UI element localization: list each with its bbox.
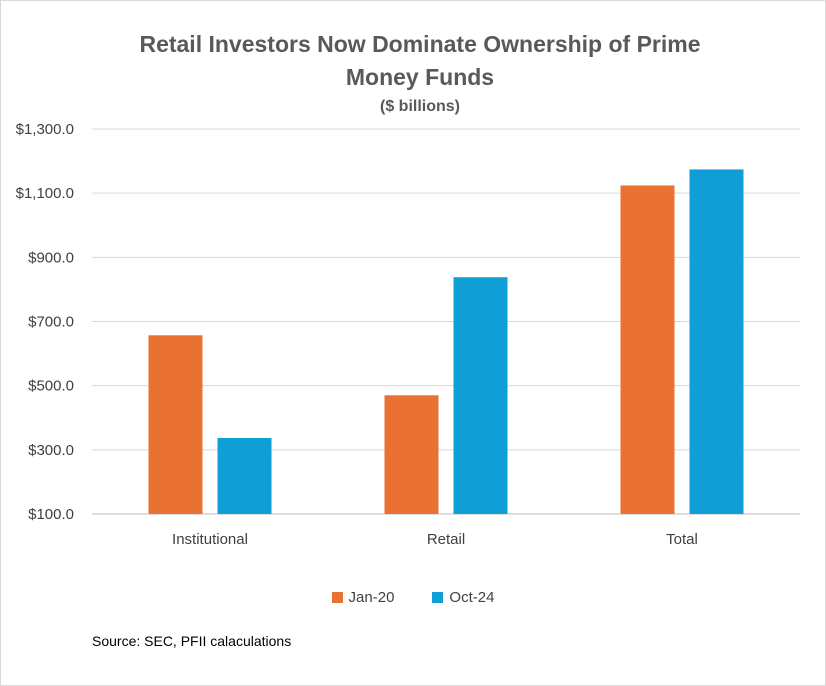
chart-title-line-2: Money Funds: [345, 64, 495, 90]
y-tick-label: $1,100.0: [16, 185, 74, 202]
y-tick-label: $500.0: [28, 378, 74, 395]
x-tick-label: Retail: [427, 531, 465, 548]
chart-title-line-1: Retail Investors Now Dominate Ownership …: [139, 31, 701, 57]
legend-label-oct-24: Oct-24: [449, 589, 495, 606]
chart-subtitle: ($ billions): [380, 98, 460, 115]
y-tick-label: $1,300.0: [16, 121, 74, 138]
x-tick-label: Total: [666, 531, 698, 548]
y-tick-label: $900.0: [28, 249, 74, 266]
bar-institutional-oct-24: [217, 437, 272, 514]
x-tick-label: Institutional: [172, 531, 248, 548]
y-tick-label: $100.0: [28, 506, 74, 523]
legend-label-jan-20: Jan-20: [348, 589, 395, 606]
chart-title: Retail Investors Now Dominate Ownership …: [100, 28, 740, 94]
bar-retail-oct-24: [453, 277, 508, 514]
bar-institutional-jan-20: [148, 335, 203, 514]
legend-swatch-oct-24: [432, 592, 444, 603]
legend-item-oct-24: Oct-24: [432, 589, 494, 606]
y-tick-label: $300.0: [28, 442, 74, 459]
legend-swatch-jan-20: [331, 592, 343, 603]
bar-total-jan-20: [620, 185, 675, 514]
legend: Jan-20 Oct-24: [0, 589, 826, 606]
bar-total-oct-24: [689, 169, 744, 515]
y-tick-label: $700.0: [28, 314, 74, 331]
legend-item-jan-20: Jan-20: [331, 589, 395, 606]
bar-retail-jan-20: [384, 395, 439, 514]
source-note: Source: SEC, PFII calaculations: [92, 633, 292, 649]
